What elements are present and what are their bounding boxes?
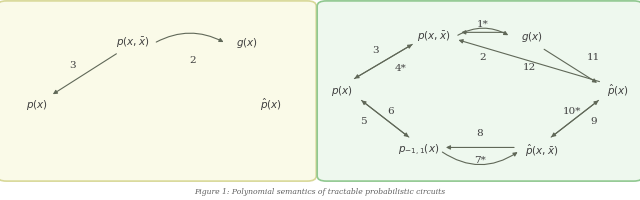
Text: $g(x)$: $g(x)$ [522, 30, 543, 44]
Text: 2: 2 [189, 56, 196, 65]
Text: 10*: 10* [563, 107, 581, 116]
Text: $p(x)$: $p(x)$ [331, 84, 353, 98]
Text: 4*: 4* [394, 64, 406, 73]
Text: 3: 3 [372, 46, 379, 55]
Text: 8: 8 [477, 129, 483, 138]
Text: 11: 11 [587, 52, 600, 62]
Text: $p(x)$: $p(x)$ [26, 98, 47, 112]
Text: 12: 12 [522, 63, 536, 72]
Text: 2: 2 [480, 52, 486, 62]
Text: 6: 6 [388, 107, 394, 116]
Text: $\hat{p}(x,\bar{x})$: $\hat{p}(x,\bar{x})$ [525, 142, 558, 159]
Text: 5: 5 [360, 117, 367, 126]
Text: $p(x,\bar{x})$: $p(x,\bar{x})$ [417, 30, 451, 44]
Text: $\hat{p}(x)$: $\hat{p}(x)$ [260, 96, 282, 113]
Text: $\hat{p}(x)$: $\hat{p}(x)$ [607, 83, 629, 99]
Text: 3: 3 [69, 61, 76, 70]
Text: 7*: 7* [474, 156, 486, 165]
Text: 9: 9 [590, 117, 597, 126]
Text: 1*: 1* [477, 20, 489, 29]
Text: $p(x,\bar{x})$: $p(x,\bar{x})$ [116, 36, 149, 50]
Text: $p_{-1,1}(x)$: $p_{-1,1}(x)$ [398, 143, 439, 158]
Text: $g(x)$: $g(x)$ [236, 36, 258, 50]
FancyBboxPatch shape [317, 1, 640, 181]
FancyBboxPatch shape [0, 1, 316, 181]
Text: Figure 1: Polynomial semantics of tractable probabilistic circuits: Figure 1: Polynomial semantics of tracta… [195, 188, 445, 196]
